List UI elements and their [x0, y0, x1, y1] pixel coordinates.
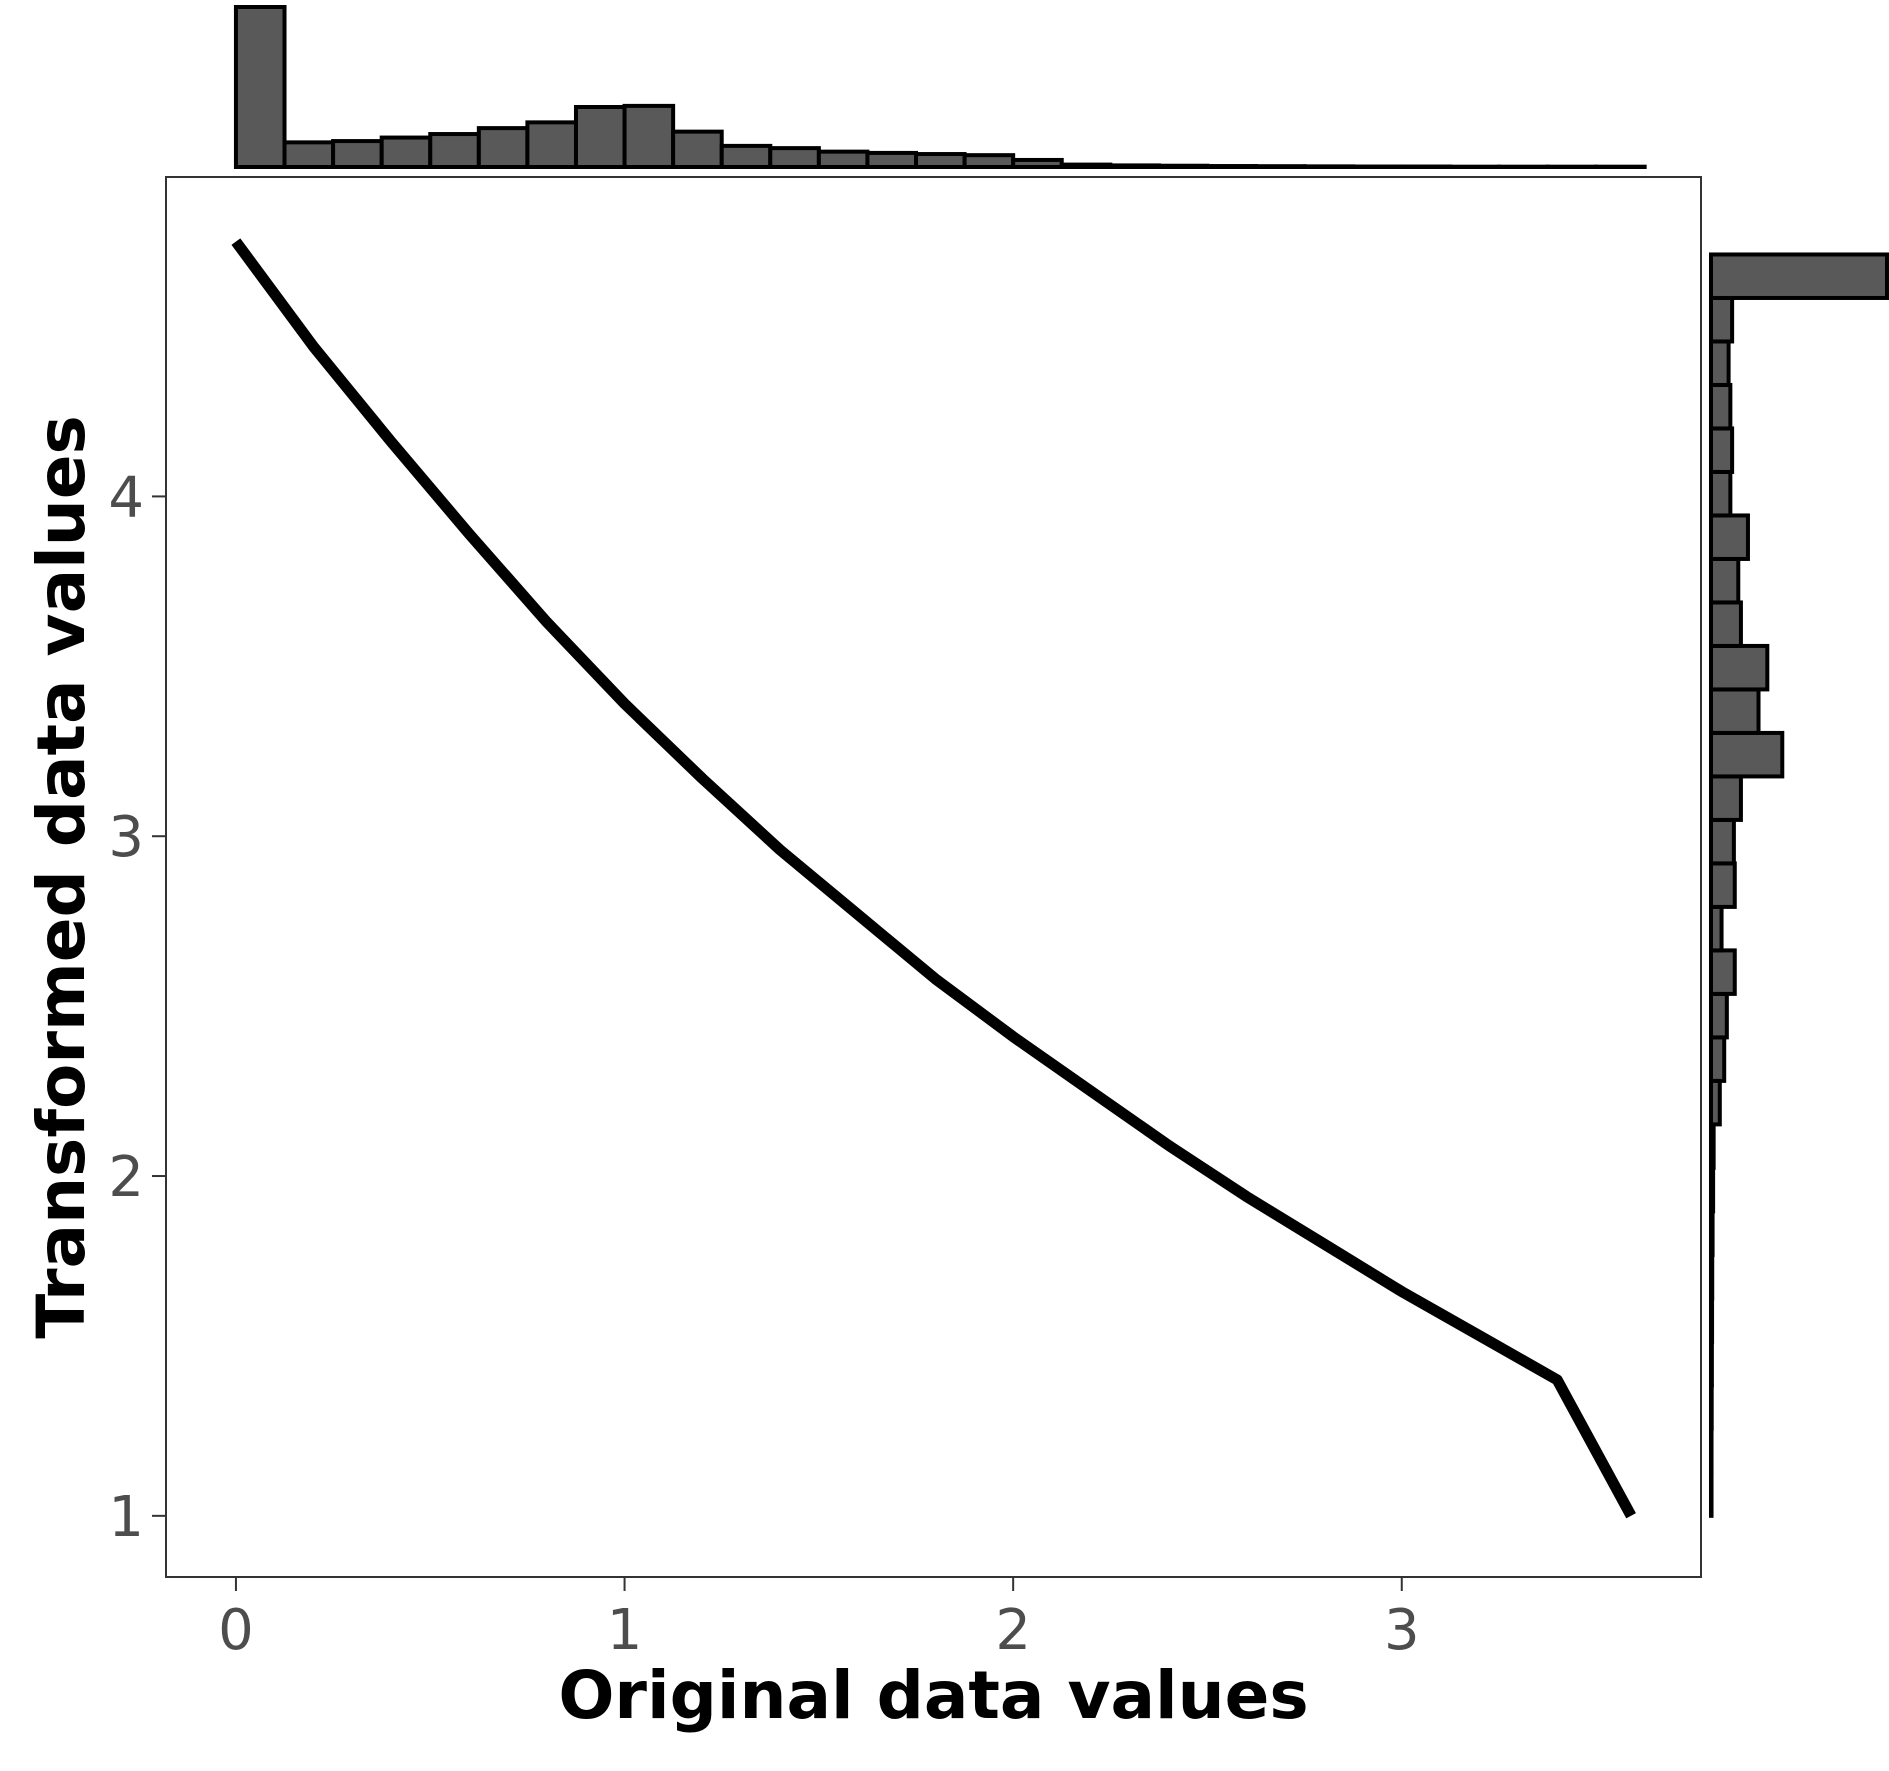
x-tick-label: 3	[1384, 1598, 1420, 1663]
y-histogram-bar	[1709, 1035, 1727, 1083]
y-histogram-bar	[1709, 600, 1743, 648]
y-histogram-bar	[1709, 817, 1736, 866]
x-histogram-bar	[1254, 164, 1307, 169]
x-tick-label: 2	[995, 1598, 1031, 1663]
x-histogram-bar	[379, 135, 433, 169]
y-tick-label: 1	[108, 1485, 144, 1550]
y-histogram-bar	[1709, 252, 1889, 300]
y-histogram-bar	[1709, 643, 1770, 692]
y-histogram-bar	[1709, 948, 1737, 996]
y-histogram-bar	[1709, 1296, 1715, 1344]
y-axis: 1 2 3 4	[108, 465, 166, 1550]
x-histogram-bar	[622, 103, 676, 169]
y-histogram-bar	[1709, 1209, 1715, 1257]
y-histogram-bar	[1709, 426, 1735, 474]
x-histogram-bar	[719, 143, 773, 170]
y-histogram-bar	[1709, 1078, 1722, 1127]
x-histogram-bar	[865, 150, 919, 169]
right-histogram	[1709, 252, 1889, 1518]
x-tick-label: 1	[607, 1598, 643, 1663]
y-tick-label: 2	[108, 1145, 144, 1210]
y-histogram-bar	[1709, 904, 1724, 953]
y-axis-title: Transformed data values	[23, 415, 100, 1339]
plot-panel	[165, 176, 1702, 1578]
y-histogram-bar	[1709, 991, 1729, 1040]
x-histogram-bar	[573, 105, 627, 169]
y-histogram-bar	[1709, 295, 1735, 344]
y-histogram-bar	[1709, 687, 1761, 735]
y-histogram-bar	[1709, 1426, 1714, 1475]
y-histogram-bar	[1709, 1252, 1715, 1301]
x-histogram-bar	[768, 146, 821, 169]
x-tick-label: 0	[218, 1598, 254, 1663]
x-histogram-bar	[671, 129, 724, 169]
top-histogram	[233, 5, 1647, 170]
y-histogram-bar	[1709, 774, 1743, 822]
x-histogram-bar	[525, 120, 578, 169]
x-histogram-bar	[1059, 162, 1113, 170]
x-histogram-bar	[331, 139, 384, 170]
x-histogram-bar	[1011, 157, 1064, 170]
x-histogram-bar	[1108, 163, 1161, 169]
y-histogram-bar	[1709, 1470, 1714, 1518]
x-axis: 0 1 2 3	[218, 1577, 1420, 1663]
transform-curve	[231, 238, 1636, 1519]
y-histogram-bar	[1709, 1339, 1714, 1388]
x-histogram-bar	[233, 5, 287, 169]
y-histogram-bar	[1709, 1122, 1716, 1170]
x-histogram-bar	[282, 140, 336, 169]
x-histogram-bar	[816, 149, 870, 169]
y-histogram-bar	[1709, 861, 1737, 909]
x-histogram-bar	[1302, 164, 1356, 170]
x-axis-title: Original data values	[558, 1657, 1308, 1734]
y-histogram-bar	[1709, 339, 1731, 387]
x-histogram-bar	[428, 132, 481, 169]
x-histogram-bar	[962, 153, 1016, 170]
x-histogram-bar	[914, 152, 967, 169]
y-tick-label: 4	[108, 465, 144, 530]
y-histogram-bar	[1709, 730, 1785, 779]
y-histogram-bar	[1709, 513, 1750, 561]
y-histogram-bar	[1709, 1383, 1714, 1431]
y-histogram-bar	[1709, 382, 1733, 431]
x-histogram-bar	[1156, 163, 1210, 170]
x-histogram-bar	[476, 126, 530, 169]
y-histogram-bar	[1709, 1165, 1716, 1214]
x-histogram-bar	[1205, 164, 1259, 169]
y-tick-label: 3	[108, 805, 144, 870]
y-histogram-bar	[1709, 469, 1733, 518]
y-histogram-bar	[1709, 556, 1741, 605]
